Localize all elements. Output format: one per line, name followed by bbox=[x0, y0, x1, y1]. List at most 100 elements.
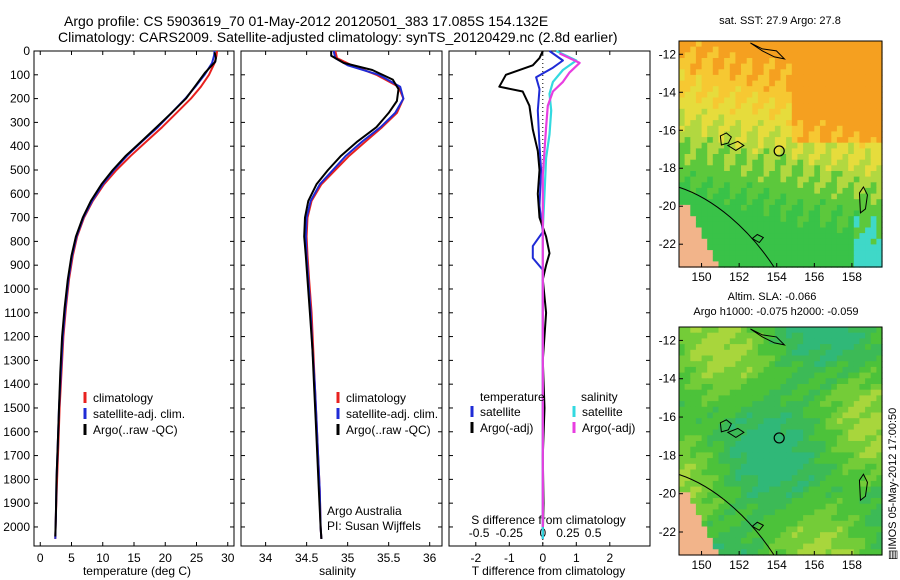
sst-map-cell bbox=[724, 171, 731, 178]
sst-map-cell bbox=[808, 165, 815, 172]
sst-map-cell bbox=[757, 74, 765, 82]
sla-map-cell bbox=[842, 441, 849, 448]
sst-map-cell bbox=[724, 58, 731, 65]
sla-map-cell bbox=[774, 475, 782, 482]
sla-map-cell bbox=[718, 503, 725, 510]
sst-map-cell bbox=[870, 86, 877, 93]
sla-map-cell bbox=[853, 384, 860, 391]
sla-map-cell bbox=[774, 423, 782, 431]
sla-map-cell bbox=[701, 520, 708, 528]
depth-tick-label: 1200 bbox=[3, 330, 30, 344]
sst-map-cell bbox=[820, 52, 827, 59]
sst-map-cell bbox=[774, 137, 782, 144]
sst-map-cell bbox=[757, 114, 765, 121]
sst-map-cell bbox=[814, 69, 821, 76]
sst-map-cell bbox=[870, 142, 877, 149]
sst-map-cell bbox=[774, 52, 782, 59]
sla-map-cell bbox=[870, 480, 877, 488]
sla-map-cell bbox=[729, 520, 736, 528]
sst-map-cell bbox=[690, 125, 697, 133]
sla-map-cell bbox=[769, 384, 776, 391]
sst-map-cell bbox=[859, 261, 866, 268]
sla-map-cell bbox=[684, 520, 691, 528]
sst-map-cell bbox=[701, 103, 708, 110]
sla-map-cell bbox=[679, 355, 686, 362]
sst-map-cell bbox=[842, 108, 849, 116]
sst-map-cell bbox=[825, 142, 832, 149]
sst-map-cell bbox=[808, 69, 815, 76]
sla-map-cell bbox=[701, 395, 708, 402]
sla-map-cell bbox=[808, 384, 815, 391]
sst-map-cell bbox=[865, 142, 872, 149]
sst-map-cell bbox=[848, 91, 855, 99]
sst-map-cell bbox=[718, 233, 725, 240]
sla-map-cell bbox=[797, 486, 804, 493]
sst-map-cell bbox=[842, 41, 849, 48]
sst-map-cell bbox=[786, 46, 793, 53]
sla-map-cell bbox=[853, 526, 860, 533]
sst-map-cell bbox=[825, 148, 832, 155]
sst-map-cell bbox=[865, 125, 872, 133]
sst-map-cell bbox=[870, 261, 877, 268]
sla-map-cell bbox=[707, 520, 714, 528]
sst-map-cell bbox=[684, 58, 691, 65]
sla-map-cell bbox=[684, 412, 691, 419]
sla-map-cell bbox=[763, 469, 770, 476]
sst-map-cell bbox=[763, 171, 770, 178]
sla-map-cell bbox=[876, 372, 883, 379]
sla-map-cell bbox=[859, 469, 866, 476]
sst-map-cell bbox=[690, 103, 697, 110]
sla-map-cell bbox=[718, 423, 725, 431]
sst-map-cell bbox=[757, 187, 765, 195]
sst-map-cell bbox=[752, 120, 759, 127]
sst-map-cell bbox=[769, 103, 776, 110]
sla-map-cell bbox=[774, 458, 782, 465]
sst-map-cell bbox=[825, 233, 832, 240]
sla-map-cell bbox=[803, 446, 810, 453]
sst-map-cell bbox=[701, 255, 708, 262]
sst-map-cell bbox=[803, 97, 810, 104]
depth-tick-label: 1600 bbox=[3, 425, 30, 439]
sla-map-cell bbox=[786, 412, 793, 419]
sst-map-cell bbox=[820, 261, 827, 268]
sla-reef-outline bbox=[750, 328, 786, 346]
sla-map-cell bbox=[803, 406, 810, 414]
sla-map-cell bbox=[820, 355, 827, 362]
sla-map-cell bbox=[757, 384, 765, 391]
sst-map-cell bbox=[724, 46, 731, 53]
sla-map-cell bbox=[746, 526, 753, 533]
sla-map-cell bbox=[842, 389, 849, 396]
sst-map-cell bbox=[825, 210, 832, 217]
sst-map-cell bbox=[729, 148, 736, 155]
sst-map-cell bbox=[718, 148, 725, 155]
sla-map-cell bbox=[701, 452, 708, 459]
sst-map-cell bbox=[729, 58, 736, 65]
sla-map-cell bbox=[769, 361, 776, 368]
sla-map-cell bbox=[814, 458, 821, 465]
sla-map-cell bbox=[831, 384, 838, 391]
sla-map-cell bbox=[774, 532, 782, 539]
sst-map-cell bbox=[752, 171, 759, 178]
sla-map-cell bbox=[836, 515, 844, 522]
sst-map-cell bbox=[848, 159, 855, 166]
sst-map-cell bbox=[820, 142, 827, 149]
sla-map-cell bbox=[865, 344, 872, 351]
sst-map-cell bbox=[814, 199, 821, 206]
sst-map-cell bbox=[769, 176, 776, 183]
sla-map-cell bbox=[825, 441, 832, 448]
sla-map-cell bbox=[746, 543, 753, 550]
sla-map-cell bbox=[707, 480, 714, 488]
sst-map-cell bbox=[752, 86, 759, 93]
sst-map-cell bbox=[679, 227, 686, 234]
sst-map-cell bbox=[701, 114, 708, 121]
sst-map-cell bbox=[763, 91, 770, 99]
sla-map-cell bbox=[791, 469, 798, 476]
sst-map-cell bbox=[859, 187, 866, 195]
sla-map-cell bbox=[752, 389, 759, 396]
sst-map-cell bbox=[870, 165, 877, 172]
sst-map-cell bbox=[695, 148, 703, 155]
sla-map-cell bbox=[820, 435, 827, 442]
sst-map-cell bbox=[712, 204, 719, 212]
sla-map-cell bbox=[679, 469, 686, 476]
sla-map-cell bbox=[729, 355, 736, 362]
